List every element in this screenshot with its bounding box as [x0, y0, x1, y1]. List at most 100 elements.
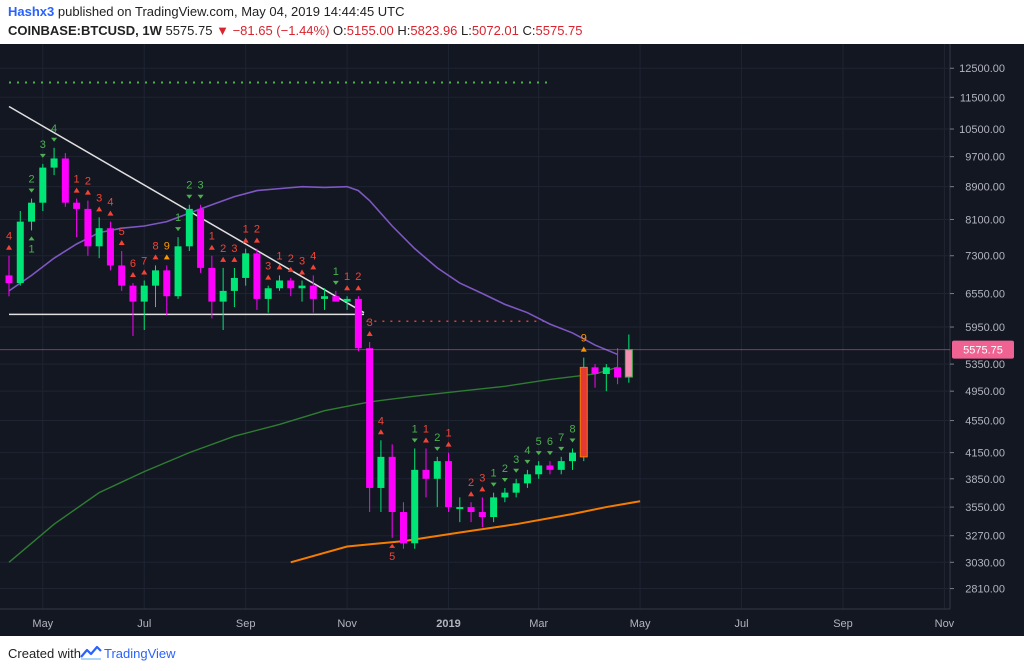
- td-up-arrow: [558, 446, 565, 451]
- moving-average-line: [8, 185, 618, 356]
- td-count-label: 3: [40, 139, 46, 151]
- time-tick-label: Nov: [935, 618, 955, 630]
- td-count-label: 1: [28, 243, 34, 255]
- published-text: published on TradingView.com, May 04, 20…: [57, 4, 405, 19]
- td-count-label: 9: [581, 333, 587, 345]
- candle-body: [388, 456, 396, 513]
- td-count-label: 2: [85, 176, 91, 188]
- candle-body: [467, 507, 475, 513]
- td-count-label: 3: [479, 472, 485, 484]
- td-count-label: 1: [445, 428, 451, 440]
- td-count-label: 4: [378, 415, 384, 427]
- candle-body: [73, 202, 81, 209]
- candle-body: [602, 367, 610, 374]
- candle-body: [50, 158, 58, 168]
- td-down-arrow: [344, 285, 351, 291]
- price-tick-label: 5950.00: [965, 322, 1005, 334]
- publish-info: Hashx3 published on TradingView.com, May…: [8, 4, 405, 19]
- td-count-label: 7: [141, 255, 147, 267]
- candle-body: [321, 296, 329, 299]
- time-tick-label: Nov: [337, 618, 357, 630]
- td-count-label: 3: [513, 454, 519, 466]
- td-down-arrow: [163, 254, 170, 260]
- td-count-label: 2: [434, 432, 440, 444]
- low-value: 5072.01: [471, 23, 519, 38]
- time-tick-label: Jul: [735, 618, 749, 630]
- td-up-arrow: [197, 194, 204, 199]
- candle-body: [332, 296, 340, 302]
- td-down-arrow: [287, 266, 294, 272]
- candle-body: [624, 349, 633, 378]
- td-down-arrow: [253, 237, 260, 243]
- candle-body: [287, 280, 295, 289]
- candle-body: [411, 469, 419, 544]
- td-down-arrow: [580, 346, 587, 352]
- long-moving-average-line: [8, 366, 618, 563]
- candle-body: [152, 270, 160, 286]
- td-down-arrow: [208, 244, 215, 250]
- author-name[interactable]: Hashx3: [8, 4, 55, 19]
- td-arrow: [28, 236, 35, 241]
- td-up-arrow: [411, 438, 418, 443]
- td-count-label: 1: [333, 266, 339, 278]
- td-count-label: 7: [558, 432, 564, 444]
- td-count-label: 1: [412, 423, 418, 435]
- high-value: 5823.96: [410, 23, 458, 38]
- td-up-arrow: [434, 446, 441, 451]
- candle-body: [298, 285, 306, 289]
- td-count-label: 1: [209, 231, 215, 243]
- candle-body: [28, 202, 36, 222]
- candle-body: [174, 246, 182, 297]
- price-tick-label: 12500.00: [959, 63, 1005, 75]
- candle-body: [264, 288, 272, 299]
- candle-body: [579, 366, 588, 458]
- td-count-label: 6: [130, 258, 136, 270]
- td-count-label: 2: [288, 253, 294, 265]
- candle-body: [185, 208, 193, 247]
- price-tick-label: 11500.00: [960, 92, 1005, 104]
- td-up-arrow: [332, 280, 339, 285]
- td-count-label: 2: [186, 180, 192, 192]
- time-tick-label: May: [32, 618, 53, 630]
- td-up-arrow: [513, 468, 520, 473]
- candle-body: [399, 512, 407, 544]
- time-tick-label: 2019: [436, 618, 460, 630]
- tradingview-logo-icon[interactable]: [80, 644, 102, 660]
- td-count-label: 1: [344, 271, 350, 283]
- td-down-arrow: [152, 254, 159, 260]
- td-up-arrow: [546, 451, 553, 456]
- td-count-label: 2: [220, 243, 226, 255]
- td-down-arrow: [242, 237, 249, 243]
- candle-body: [377, 456, 385, 488]
- high-label: H:: [397, 23, 411, 38]
- td-count-label: 3: [231, 243, 237, 255]
- td-down-arrow: [299, 269, 306, 275]
- td-down-arrow: [118, 239, 125, 245]
- candle-body: [456, 507, 464, 510]
- close-value: 5575.75: [535, 23, 583, 38]
- time-tick-label: Mar: [529, 618, 548, 630]
- td-count-label: 4: [51, 123, 57, 135]
- symbol-name: COINBASE:BTCUSD, 1W: [8, 23, 162, 38]
- td-up-arrow: [175, 227, 182, 232]
- candle-body: [197, 208, 205, 268]
- td-count-label: 1: [276, 250, 282, 262]
- td-count-label: 5: [119, 226, 125, 238]
- price-tick-label: 6550.00: [965, 289, 1005, 301]
- candle-body: [490, 497, 498, 518]
- td-down-arrow: [422, 437, 429, 443]
- td-down-arrow: [479, 486, 486, 492]
- price-tick-label: 8100.00: [965, 214, 1005, 226]
- candle-body: [95, 228, 103, 247]
- candle-body: [230, 277, 238, 291]
- td-count-label: 8: [569, 423, 575, 435]
- candle-body: [343, 298, 351, 302]
- time-tick-label: Sep: [833, 618, 853, 630]
- tradingview-brand[interactable]: TradingView: [104, 646, 176, 661]
- price-tick-label: 4150.00: [965, 448, 1005, 460]
- candle-body: [219, 290, 227, 302]
- price-tick-label: 2810.00: [965, 584, 1005, 596]
- td-up-arrow: [39, 153, 46, 158]
- td-down-arrow: [265, 274, 272, 280]
